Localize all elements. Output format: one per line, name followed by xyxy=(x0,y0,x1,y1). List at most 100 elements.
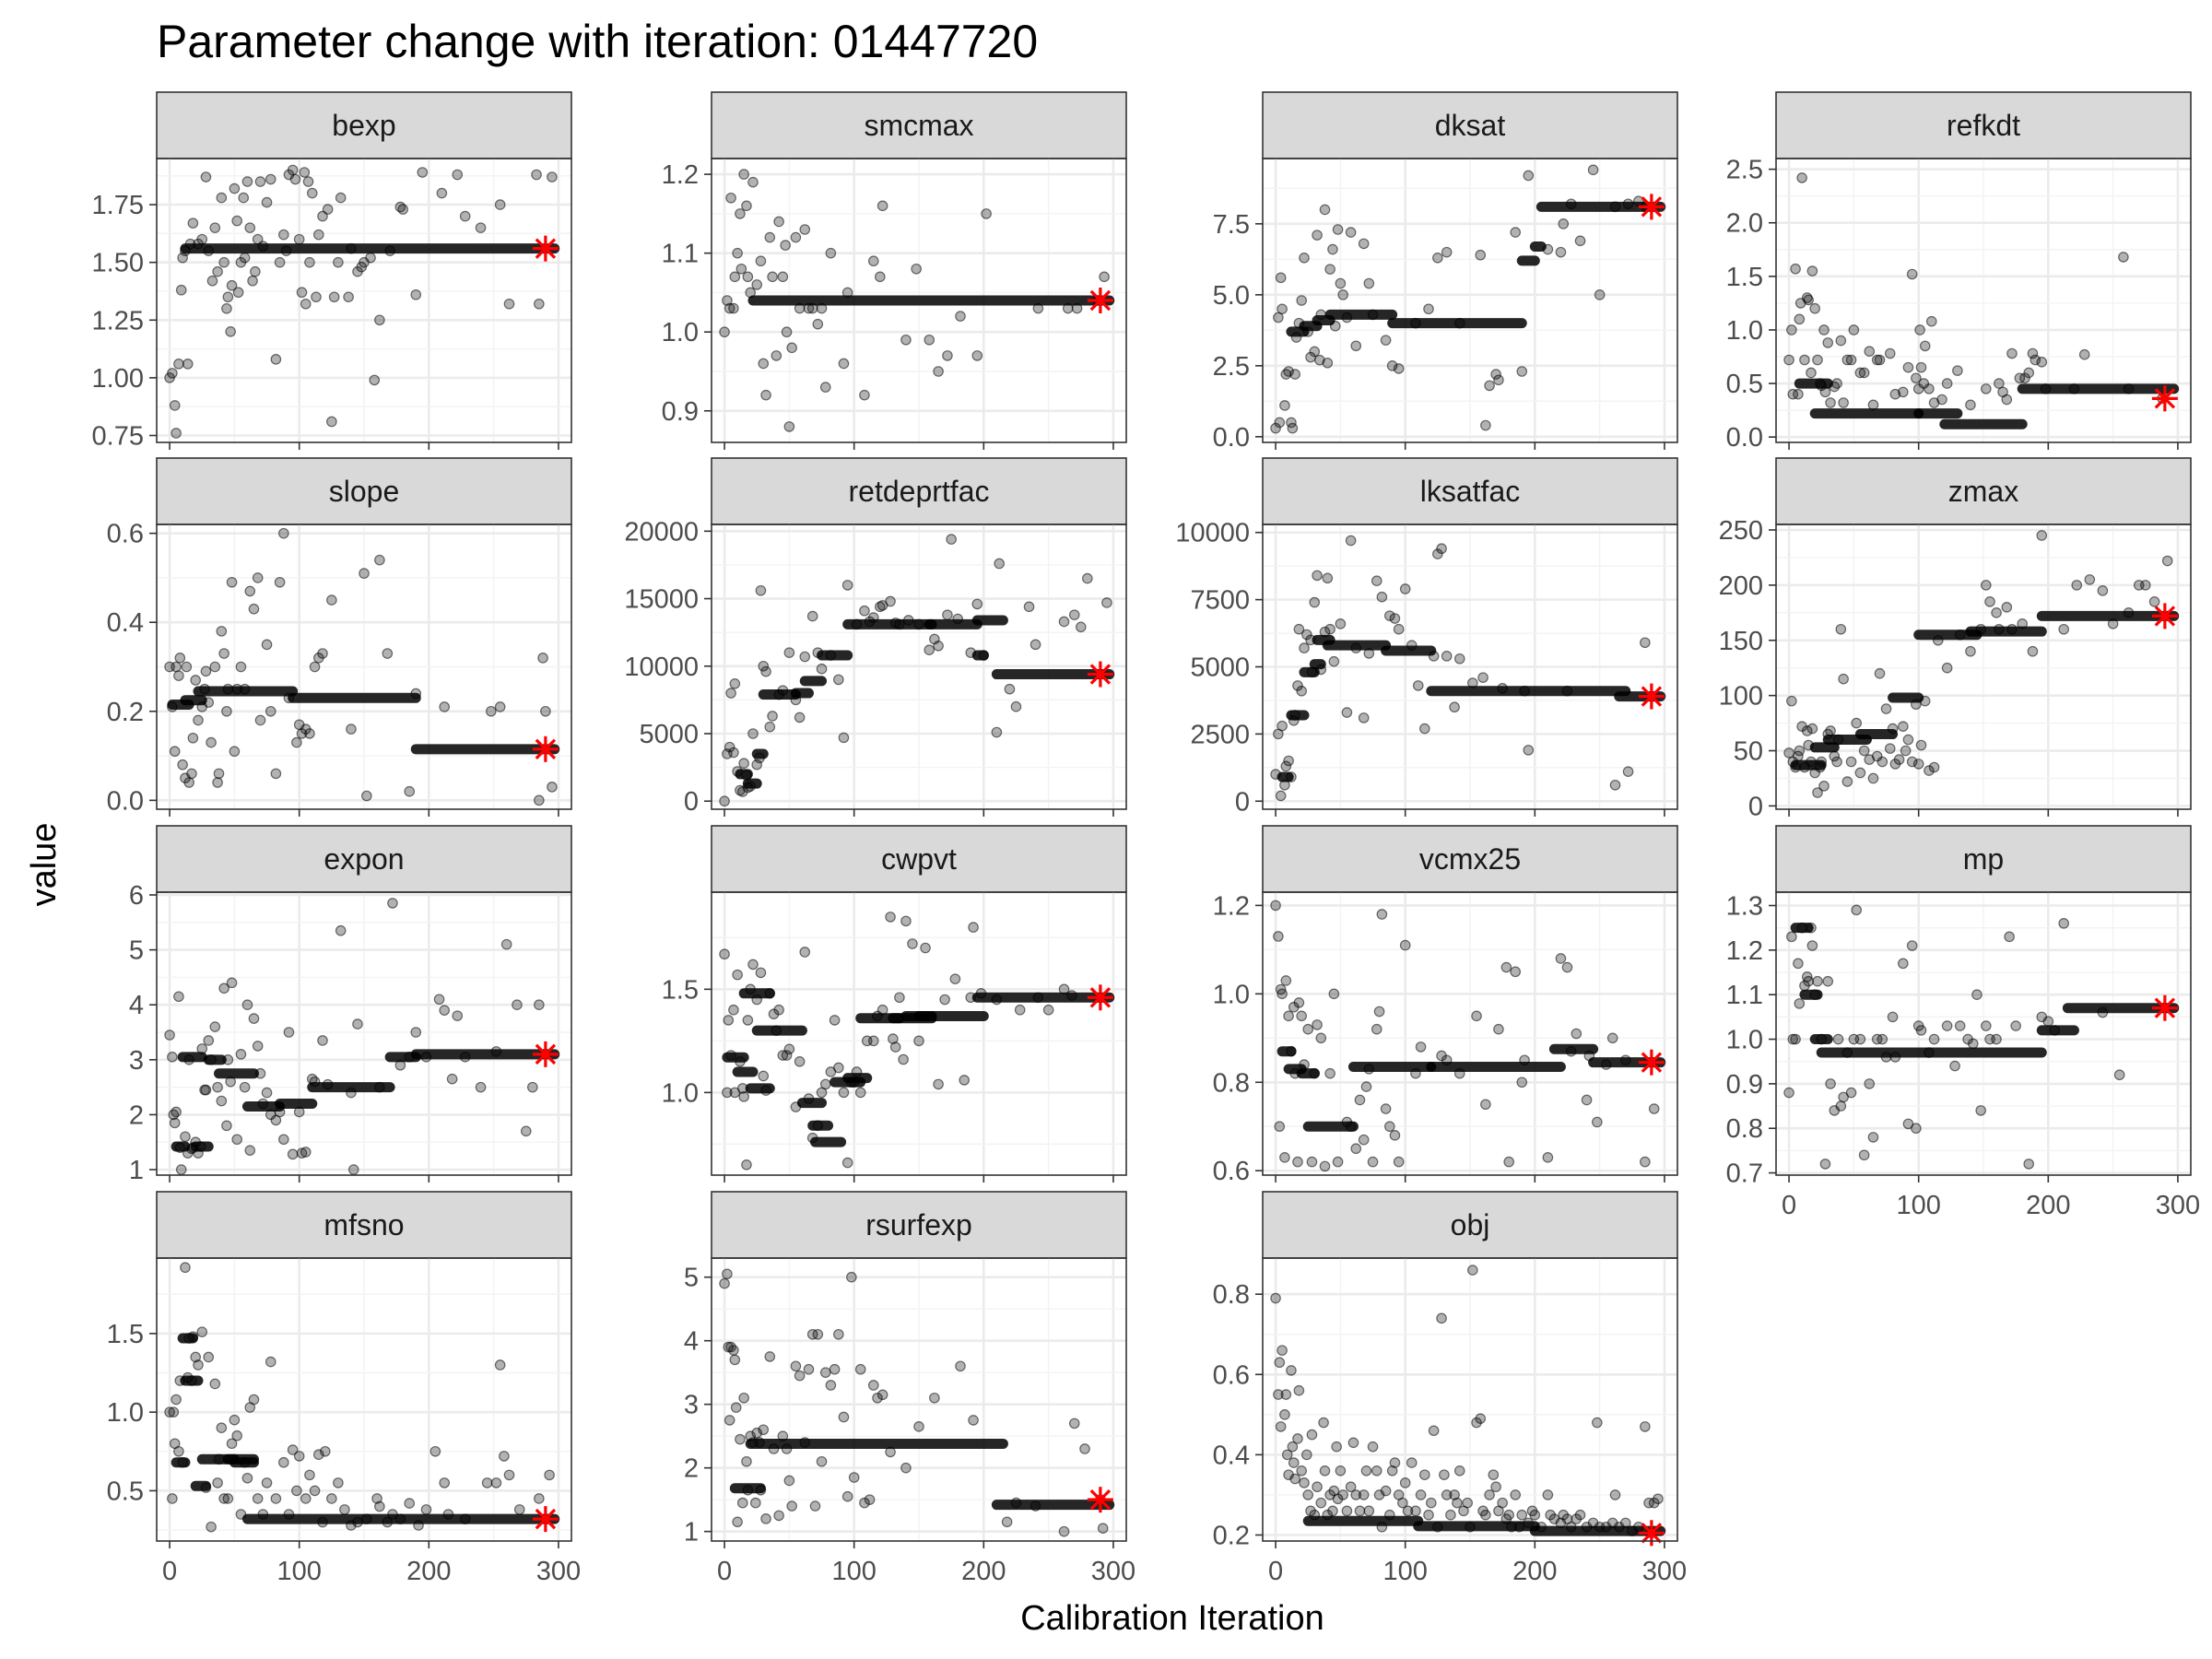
y-tick-label: 1.50 xyxy=(92,249,144,278)
data-point xyxy=(1480,419,1491,431)
data-point xyxy=(1640,1156,1651,1168)
gridlines xyxy=(1776,159,2191,442)
data-point xyxy=(1902,734,1914,746)
data-point xyxy=(417,167,429,178)
data-point xyxy=(1277,988,1288,1000)
data-point xyxy=(902,615,914,626)
y-tick-label: 200 xyxy=(1719,571,1763,601)
data-point xyxy=(235,661,247,673)
data-point xyxy=(1289,1067,1300,1079)
data-point xyxy=(1312,229,1323,241)
data-point xyxy=(959,1075,971,1086)
data-point xyxy=(764,988,776,999)
data-point xyxy=(1924,1047,1935,1058)
data-point xyxy=(394,1059,406,1071)
data-point xyxy=(1287,1441,1299,1453)
x-tick-label: 300 xyxy=(1642,1557,1687,1586)
data-point xyxy=(1270,422,1281,434)
data-point xyxy=(848,1472,860,1483)
data-point xyxy=(206,1521,217,1533)
x-tick-label: 0 xyxy=(162,1557,177,1586)
data-point xyxy=(1280,760,1292,772)
data-point xyxy=(755,255,767,267)
data-point xyxy=(955,1360,966,1372)
data-point xyxy=(1296,295,1307,306)
data-point xyxy=(1493,374,1504,386)
data-point xyxy=(760,389,771,401)
x-tick-label: 200 xyxy=(406,1557,451,1586)
data-point xyxy=(241,999,253,1011)
data-point xyxy=(231,683,242,695)
data-point xyxy=(222,291,234,303)
data-point xyxy=(732,247,743,259)
data-point xyxy=(1289,1473,1300,1485)
data-point xyxy=(1293,997,1305,1008)
data-point xyxy=(1497,683,1508,694)
data-point xyxy=(1032,992,1044,1004)
data-point xyxy=(1819,386,1831,398)
data-point xyxy=(196,1326,208,1337)
data-point xyxy=(1312,1019,1323,1030)
data-point xyxy=(1510,966,1522,978)
data-point xyxy=(1994,623,2005,635)
data-point xyxy=(180,1131,191,1143)
data-point xyxy=(1606,1032,1618,1044)
y-tick-label: 1.5 xyxy=(662,975,699,1005)
data-point xyxy=(773,216,784,228)
data-point xyxy=(1410,1067,1421,1079)
data-point xyxy=(900,334,912,346)
data-point xyxy=(1471,1417,1482,1429)
data-point xyxy=(1965,645,1976,657)
data-point xyxy=(254,714,266,726)
data-point xyxy=(723,1341,735,1353)
data-point xyxy=(309,1485,321,1497)
data-point xyxy=(1099,271,1110,283)
data-point xyxy=(1794,313,1806,325)
data-point xyxy=(1898,958,1909,970)
data-point xyxy=(278,1456,289,1468)
data-point xyxy=(1337,1489,1348,1500)
data-point xyxy=(1510,1489,1522,1500)
data-point xyxy=(1432,1521,1443,1533)
data-point xyxy=(732,969,743,981)
data-point xyxy=(819,382,831,393)
data-point xyxy=(1399,939,1411,951)
data-point xyxy=(732,766,743,777)
data-point xyxy=(439,1477,450,1488)
data-point xyxy=(1299,1477,1310,1488)
data-point xyxy=(1503,1509,1514,1521)
data-point xyxy=(547,782,558,793)
y-tick-label: 1.0 xyxy=(107,1398,144,1428)
data-point xyxy=(1994,378,2005,389)
strip-dksat xyxy=(1262,91,1678,159)
data-point xyxy=(885,912,896,923)
data-point xyxy=(719,1277,730,1289)
data-point xyxy=(1367,1156,1379,1168)
data-point xyxy=(1296,685,1307,697)
strip-vcmx25 xyxy=(1262,825,1678,893)
data-point xyxy=(1389,1457,1401,1468)
data-point xyxy=(1082,572,1093,584)
data-point xyxy=(1432,548,1443,559)
data-point xyxy=(738,1392,749,1404)
data-point xyxy=(1393,363,1405,374)
data-point xyxy=(771,1025,782,1036)
strip-refkdt xyxy=(1775,91,2192,159)
data-point xyxy=(1273,312,1284,324)
data-point xyxy=(503,298,515,310)
data-point xyxy=(722,1087,733,1099)
data-point xyxy=(1354,1505,1366,1517)
points xyxy=(1270,164,1653,434)
y-tick-label: 0 xyxy=(1748,792,1763,821)
data-point xyxy=(2068,383,2080,394)
data-point xyxy=(1426,1497,1437,1509)
data-point xyxy=(942,609,953,620)
data-point xyxy=(1936,394,1947,406)
data-point xyxy=(1887,1011,1899,1023)
data-point xyxy=(446,1073,458,1085)
data-point xyxy=(1851,904,1862,916)
panel-rsurfexp: rsurfexp 1 2 3 4 5 0 100 200 300 xyxy=(684,1191,1135,1586)
data-point xyxy=(1301,629,1312,641)
data-point xyxy=(410,288,422,300)
y-tick-label: 50 xyxy=(1734,737,1763,767)
